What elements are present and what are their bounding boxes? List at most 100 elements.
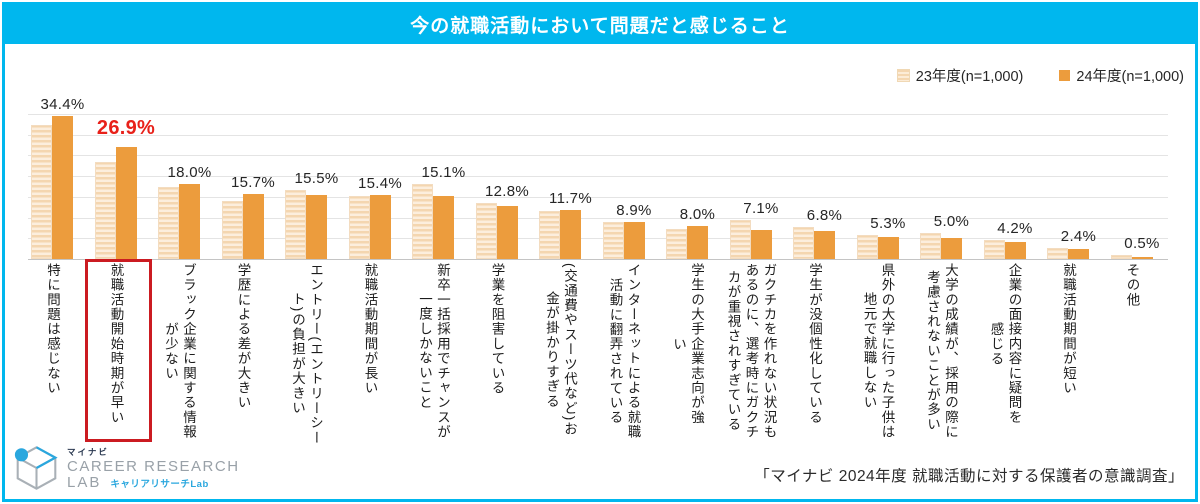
bar-fy24-6 [433,196,454,259]
category-label-line: 県外の大学に行った子供は [879,263,895,440]
cube-logo-icon [14,446,58,490]
value-label-6: 15.1% [421,164,466,182]
value-label-1: 26.9% [96,117,156,140]
bar-fy24-10 [687,225,708,259]
legend-item-fy24: 24年度(n=1,000) [1059,65,1184,86]
highlight-box [85,259,152,442]
legend-item-fy23: 23年度(n=1,000) [896,65,1024,86]
logo-lab-text: LAB [67,474,102,491]
value-label-3: 15.7% [230,173,276,191]
category-label-line: (交通費やスーツ代など)お [562,263,577,437]
bar-fy23-15 [983,240,1005,259]
category-label-line: 学生の大手企業志向が強 [689,263,704,425]
bar-fy24-14 [941,238,962,259]
gridline-20pct [28,176,1168,177]
bar-fy23-0 [31,124,52,259]
bar-fy24-13 [877,237,899,259]
category-label-2: ブラック企業に関する情報 が少ない [162,263,196,439]
category-label-3: 学歴による差が大きい [235,263,251,410]
logo-career-research-text: CAREER RESEARCH [67,458,240,475]
category-label-9: インターネットによる就職 活動に翻弄されている [607,263,641,439]
category-label-line: カが重視されすぎている [725,270,741,433]
bar-fy24-8 [560,210,581,259]
bar-fy23-2 [158,186,179,259]
category-label-line: その他 [1124,263,1140,308]
category-label-6: 新卒一括採用でチャンスが 一度しかないこと [416,263,450,439]
bar-fy23-14 [920,233,941,259]
category-label-line: 特に問題は感じない [45,263,60,396]
category-label-line: 就職活動期間が短い [1061,263,1076,396]
logo-mynavi-text: マイナビ [67,447,109,457]
bar-fy24-2 [179,184,200,259]
bar-fy24-16 [1068,249,1089,259]
value-label-9: 8.9% [616,202,652,220]
bar-fy24-4 [306,194,327,259]
value-label-14: 5.0% [933,213,970,231]
category-label-line: 新卒一括採用でチャンスが [435,263,450,440]
logo-career-research-lab-jp: キャリアリサーチLab [110,479,209,490]
category-label-8: (交通費やスーツ代など)お 金が掛かりすぎる [543,263,577,436]
chart-legend: 23年度(n=1,000) 24年度(n=1,000) [896,65,1184,86]
category-label-line: 大学の成績が、採用の際に [943,263,958,440]
value-label-15: 4.2% [997,220,1033,238]
category-label-16: 就職活動期間が短い [1060,263,1076,395]
bar-fy23-17 [1110,254,1132,259]
bar-fy24-5 [369,195,391,259]
category-label-4: エントリー(エントリーシー ト)の負担が大きい [289,263,323,445]
category-label-line: 活動に翻弄されている [607,277,623,425]
category-label-13: 県外の大学に行った子供は 地元で就職しない [861,263,895,439]
bar-fy24-9 [623,222,645,259]
page-title: 今の就職活動において問題だと感じること [410,16,790,37]
category-label-10: 学生の大手企業志向が強い [670,263,704,425]
value-label-11: 7.1% [743,200,779,218]
bar-fy24-0 [52,116,73,259]
value-label-13: 5.3% [870,214,906,232]
value-label-8: 11.7% [549,190,592,208]
bar-fy23-10 [666,229,687,259]
category-label-line: ブラック企業に関する情報 [181,263,196,440]
bar-fy24-15 [1004,241,1026,259]
source-citation: 「マイナビ 2024年度 就職活動に対する保護者の意識調査」 [754,468,1184,485]
bar-fy23-7 [475,202,497,259]
legend-swatch-fy24-solid [1059,70,1071,81]
gridline-35pct [28,113,1168,115]
category-label-line: 就職活動期間が長い [362,263,378,396]
category-label-line: インターネットによる就職 [625,263,641,440]
bar-fy24-3 [242,193,264,259]
value-label-16: 2.4% [1060,228,1097,246]
value-label-7: 12.8% [484,182,530,200]
category-label-line: 就職活動開始時期が早い [108,263,124,425]
category-label-line: が少ない [163,321,178,381]
gridline-10pct [28,217,1168,219]
bar-fy24-11 [750,229,772,259]
bar-fy23-16 [1047,248,1068,259]
category-label-15: 企業の面接内容に疑問を 感じる [988,263,1022,425]
bar-fy24-7 [496,205,518,259]
bar-fy23-12 [793,227,814,259]
value-label-5: 15.4% [357,175,403,193]
category-label-0: 特に問題は感じない [44,263,60,395]
bar-chart-plot-area [28,93,1168,260]
category-label-line: 地元で就職しない [861,292,877,410]
bar-fy23-4 [285,190,306,259]
bar-fy23-11 [729,220,751,259]
gridline-5pct [28,238,1168,240]
bar-fy24-17 [1131,256,1153,259]
gridline-25pct [28,155,1168,157]
legend-swatch-fy23-striped [896,69,910,82]
category-label-line: エントリー(エントリーシー [308,263,323,446]
bar-fy23-6 [412,184,433,259]
category-label-line: ガクチカを作れない状況も [761,263,777,440]
category-label-7: 学業を阻害している [489,263,505,395]
value-label-17: 0.5% [1124,234,1160,252]
category-label-12: 学生が没個性化している [806,263,822,425]
legend-label-fy23: 23年度(n=1,000) [915,69,1024,85]
category-label-11: ガクチカを作れない状況も あるのに、選考時にガクチ カが重視されすぎている [725,263,777,439]
category-label-line: ト)の負担が大きい [290,292,305,416]
category-label-5: 就職活動期間が長い [362,263,378,395]
bar-fy24-1 [115,147,137,259]
category-label-line: い [671,336,686,352]
logo-text-block: マイナビ CAREER RESEARCH LAB キャリアリサーチLab [67,446,240,490]
category-label-14: 大学の成績が、採用の際に 考慮されないことが多い [924,263,958,439]
category-label-line: 学生が没個性化している [807,263,822,425]
